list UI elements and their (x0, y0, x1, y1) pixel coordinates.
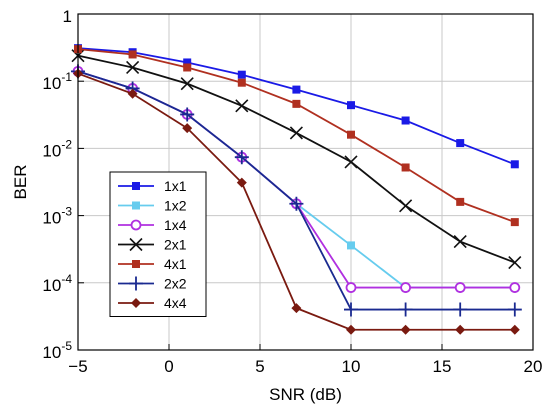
data-point-4x1 (401, 163, 410, 172)
data-point-4x4 (400, 324, 411, 335)
data-point-1x4 (454, 282, 466, 293)
legend-marker (130, 219, 142, 231)
data-point-2x1 (453, 235, 467, 249)
legend-marker (132, 201, 140, 210)
data-point-4x1 (456, 197, 465, 206)
data-point-2x1 (235, 99, 249, 113)
x-tick-label: 10 (342, 357, 361, 376)
y-tick-label: 10-4 (42, 272, 72, 295)
legend: 1x1 1x2 1x4 2x1 4x1 2x2 4x4 (109, 171, 207, 317)
data-point-4x1 (183, 63, 192, 72)
legend-label: 1x1 (164, 178, 187, 194)
data-point-1x1 (456, 139, 465, 148)
data-point-4x4 (455, 324, 466, 335)
data-point-4x4 (346, 324, 356, 335)
legend-label: 2x2 (164, 276, 187, 292)
data-point-1x2 (347, 241, 355, 250)
legend-label: 2x1 (164, 237, 187, 253)
legend-entry-1x1: 1x1 (118, 178, 187, 194)
y-tick-label: 10-1 (42, 70, 72, 93)
data-point-4x1 (128, 50, 137, 59)
legend-marker (131, 298, 141, 308)
legend-entry-1x4: 1x4 (118, 217, 187, 233)
legend-entry-4x4: 4x4 (118, 295, 187, 311)
x-axis-title: SNR (dB) (269, 385, 342, 404)
data-point-2x1 (180, 77, 194, 91)
legend-label: 1x4 (164, 217, 187, 233)
legend-label: 4x4 (164, 295, 187, 311)
data-point-2x2 (398, 302, 413, 317)
data-point-2x1 (126, 60, 140, 75)
series-layer (71, 44, 522, 335)
data-point-2x1 (289, 126, 303, 140)
y-tick-label: 10-3 (42, 205, 72, 228)
legend-label: 4x1 (164, 256, 187, 272)
x-axis-ticks: −5 0 5 10 15 20 (68, 344, 542, 376)
data-point-4x1 (347, 130, 355, 139)
data-point-2x2 (289, 196, 304, 211)
data-point-1x1 (347, 101, 355, 110)
y-tick-label: 10-2 (42, 137, 72, 160)
legend-marker (129, 237, 143, 252)
plot-frame (77, 13, 534, 351)
data-point-2x2 (507, 302, 522, 317)
y-axis-ticks: 1 10-1 10-2 10-3 10-4 10-5 (42, 7, 84, 362)
legend-marker (129, 276, 143, 291)
data-point-1x4 (509, 282, 521, 293)
data-point-2x2 (234, 150, 249, 165)
data-point-1x1 (292, 85, 301, 94)
data-point-1x1 (510, 160, 519, 169)
data-point-4x4 (127, 88, 138, 99)
data-point-2x1 (508, 256, 522, 270)
data-point-2x2 (453, 302, 468, 317)
x-tick-label: −5 (68, 357, 87, 376)
data-point-1x4 (400, 282, 412, 293)
data-point-1x1 (237, 70, 246, 79)
legend-entry-4x1: 4x1 (118, 256, 187, 272)
data-point-4x1 (510, 218, 519, 227)
legend-entry-1x2: 1x2 (118, 198, 187, 214)
data-point-4x4 (182, 123, 193, 134)
x-tick-label: 5 (255, 357, 264, 376)
data-point-4x4 (236, 177, 247, 188)
x-tick-label: 0 (164, 357, 173, 376)
data-point-4x4 (509, 324, 520, 335)
x-tick-label: 15 (433, 357, 452, 376)
series-4x4 (73, 68, 520, 335)
legend-marker (132, 260, 140, 268)
data-point-4x4 (291, 303, 302, 314)
data-point-1x4 (345, 282, 357, 293)
legend-marker (132, 182, 140, 190)
data-point-2x1 (344, 155, 358, 169)
y-axis-title: BER (11, 165, 30, 200)
data-point-2x1 (399, 199, 413, 213)
data-point-1x1 (401, 116, 410, 125)
y-tick-label: 1 (63, 7, 72, 26)
legend-label: 1x2 (164, 198, 187, 214)
data-point-2x2 (180, 107, 195, 122)
x-tick-label: 20 (524, 357, 543, 376)
legend-entry-2x2: 2x2 (118, 276, 187, 292)
y-tick-label: 10-5 (42, 339, 72, 362)
data-point-1x1 (183, 58, 192, 67)
data-point-4x1 (292, 99, 301, 108)
data-point-2x2 (344, 302, 358, 317)
data-point-4x1 (237, 78, 246, 87)
legend-entry-2x1: 2x1 (118, 237, 187, 253)
